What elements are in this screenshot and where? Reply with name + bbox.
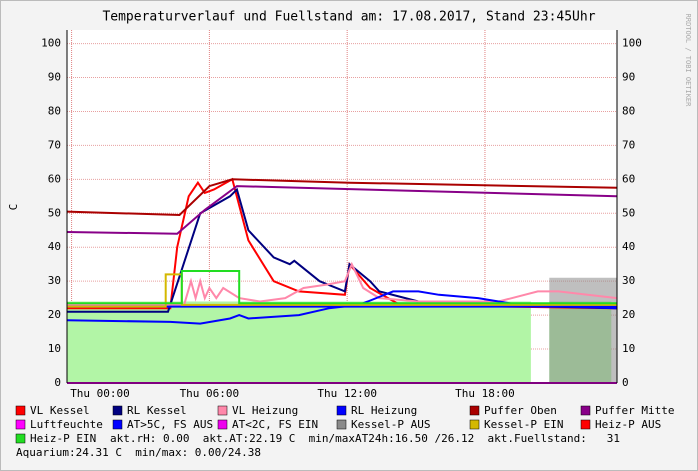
legend-swatch [112,419,123,430]
line [67,270,617,305]
legend-swatch [469,419,480,430]
y-tick-label: 80 [48,104,61,117]
legend-label: Puffer Oben [484,404,557,417]
y-tick-label: 20 [48,308,61,321]
legend-swatch [112,405,123,416]
y-tick-label: 30 [622,274,635,287]
line [67,261,618,306]
area [67,301,531,383]
y-tick-label: 50 [622,206,635,219]
legend-swatch [336,405,347,416]
legend-swatch [15,419,26,430]
line [67,273,617,308]
y-tick-label: 10 [622,342,635,355]
legend-label: VL Kessel [30,404,90,417]
legend-label: AT<2C, FS EIN [232,418,318,431]
legend-label: AT>5C, FS AUS [127,418,213,431]
x-tick-label: Thu 12:00 [317,387,377,400]
y-tick-label: 70 [48,138,61,151]
y-tick-label: 40 [622,240,635,253]
legend-label: Puffer Mitte [595,404,674,417]
legend-swatch [15,433,26,444]
y-tick-label: 40 [48,240,61,253]
legend-swatch [217,405,228,416]
y-tick-label: 90 [622,71,635,84]
y-tick-label: 100 [41,37,61,50]
y-axis-label: C [7,204,20,211]
line [67,177,618,310]
legend-swatch [217,419,228,430]
x-tick-label: Thu 00:00 [70,387,130,400]
legend-label: Heiz-P EIN [30,432,96,445]
y-tick-label: 50 [48,206,61,219]
legend-swatch [15,405,26,416]
y-tick-label: 100 [622,37,642,50]
line [67,187,618,313]
y-tick-label: 80 [622,104,635,117]
stats: Aquarium:24.31 C min/max: 0.00/24.38 [16,446,261,459]
legend-label: Luftfeuchte [30,418,103,431]
legend-label: RL Heizung [351,404,417,417]
legend-label: VL Heizung [232,404,298,417]
y-tick-label: 0 [622,376,629,389]
y-tick-label: 90 [48,71,61,84]
legend-label: Heiz-P AUS [595,418,661,431]
y-tick-label: 30 [48,274,61,287]
stats: akt.rH: 0.00 akt.AT:22.19 C min/maxAT24h… [110,432,620,445]
legend-label: Kessel-P EIN [484,418,563,431]
y-tick-label: 20 [622,308,635,321]
y-tick-label: 0 [54,376,61,389]
y-tick-label: 60 [622,172,635,185]
y-tick-label: 70 [622,138,635,151]
legend-swatch [580,419,591,430]
legend-swatch [469,405,480,416]
x-tick-label: Thu 06:00 [180,387,240,400]
chart-title: Temperaturverlauf und Fuellstand am: 17.… [102,10,595,25]
legend-swatch [336,419,347,430]
legend-label: Kessel-P AUS [351,418,430,431]
legend-swatch [580,405,591,416]
watermark: RRDTOOL / TOBI OETIKER [684,14,692,108]
y-tick-label: 10 [48,342,61,355]
line [66,178,618,217]
line [66,185,618,235]
y-tick-label: 60 [48,172,61,185]
x-tick-label: Thu 18:00 [455,387,515,400]
legend-label: RL Kessel [127,404,187,417]
